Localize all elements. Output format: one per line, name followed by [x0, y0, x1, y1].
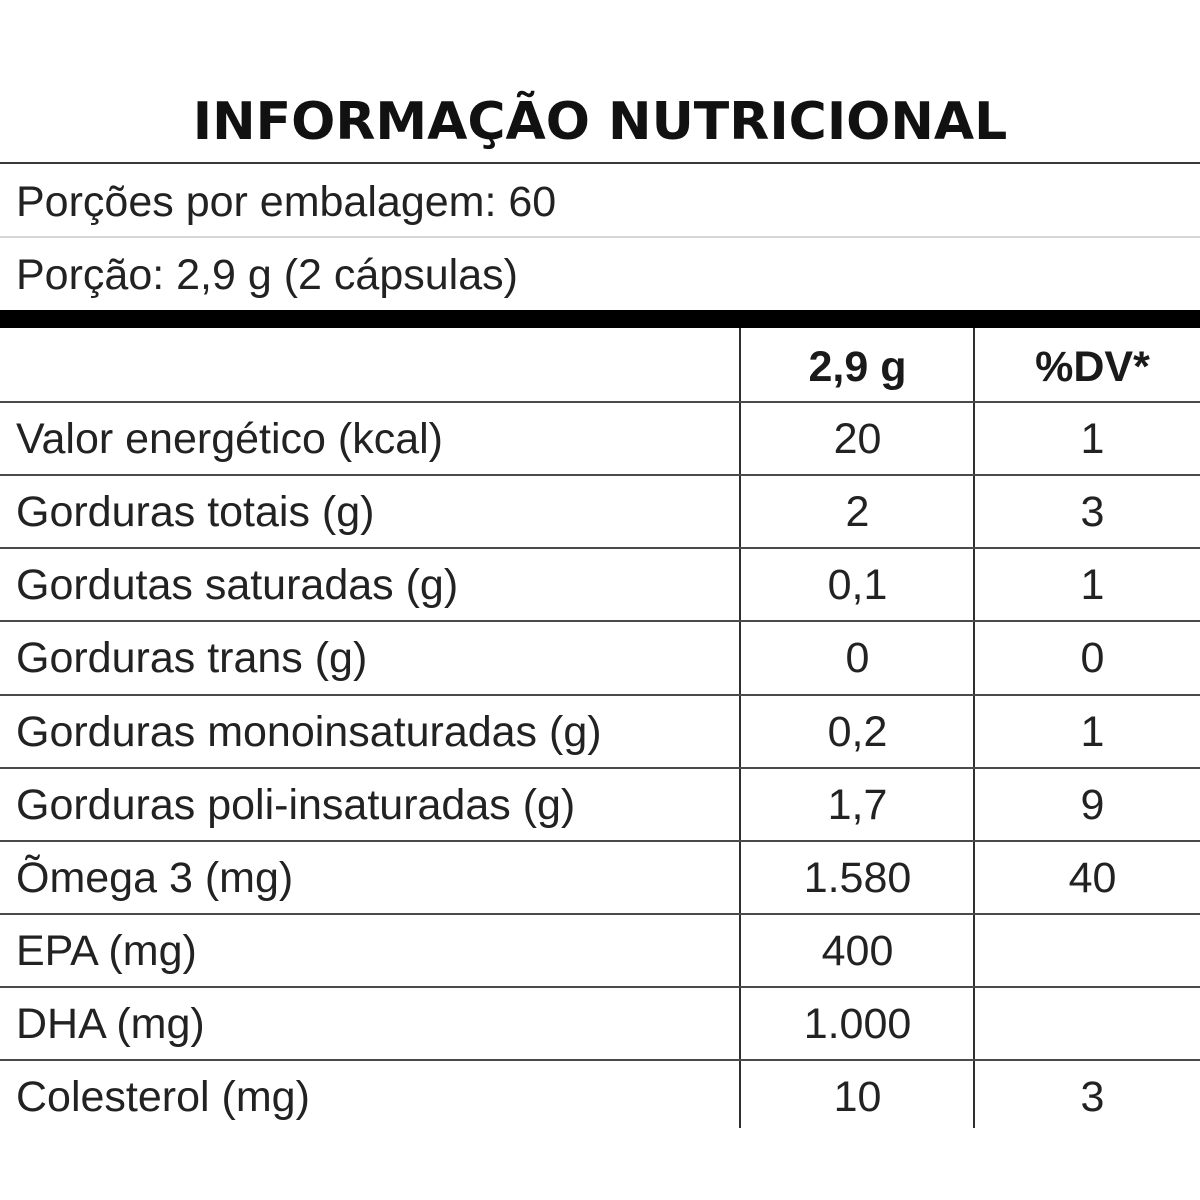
thick-divider	[0, 310, 1200, 328]
nutrient-label: Colesterol (mg)	[16, 1073, 310, 1121]
nutrient-amount: 1.000	[803, 1000, 912, 1048]
divider	[0, 474, 1200, 476]
nutrient-dv: 1	[1080, 561, 1105, 609]
table-row: EPA (mg) 400	[0, 915, 1200, 987]
label-title: INFORMAÇÃO NUTRICIONAL	[192, 92, 1008, 152]
nutrient-label: Gorduras monoinsaturadas (g)	[16, 708, 602, 756]
table-row: Gorduras totais (g) 2 3	[0, 476, 1200, 548]
nutrient-label: Gordutas saturadas (g)	[16, 561, 459, 609]
divider	[0, 913, 1200, 915]
nutrient-dv: 1	[1080, 708, 1105, 756]
nutrient-dv: 3	[1080, 1073, 1105, 1121]
column-divider	[973, 328, 975, 1128]
table-row: Gorduras trans (g) 0 0	[0, 622, 1200, 694]
nutrient-label: Õmega 3 (mg)	[16, 854, 294, 902]
divider	[0, 401, 1200, 403]
nutrient-dv	[975, 988, 1200, 1060]
nutrient-amount: 20	[833, 415, 882, 463]
table-row: Gorduras poli-insaturadas (g) 1,7 9	[0, 769, 1200, 841]
column-header-dv: %DV*	[1035, 343, 1150, 391]
divider	[0, 620, 1200, 622]
divider	[0, 236, 1200, 238]
divider	[0, 1059, 1200, 1061]
divider	[0, 547, 1200, 549]
nutrient-dv: 0	[1080, 634, 1105, 682]
servings-per-package: Porções por embalagem: 60	[16, 178, 557, 226]
divider	[0, 694, 1200, 696]
column-divider	[739, 328, 741, 1128]
serving-size: Porção: 2,9 g (2 cápsulas)	[16, 251, 518, 299]
table-row: Colesterol (mg) 10 3	[0, 1061, 1200, 1133]
table-row: Gordutas saturadas (g) 0,1 1	[0, 549, 1200, 621]
nutrient-amount: 0,2	[827, 708, 888, 756]
table-row: Gorduras monoinsaturadas (g) 0,2 1	[0, 696, 1200, 768]
nutrient-amount: 0,1	[827, 561, 888, 609]
divider	[0, 986, 1200, 988]
nutrient-amount: 0	[845, 634, 870, 682]
nutrient-label: EPA (mg)	[16, 927, 197, 975]
nutrient-label: Gorduras poli-insaturadas (g)	[16, 781, 576, 829]
nutrient-dv: 1	[1080, 415, 1105, 463]
nutrient-label: Gorduras trans (g)	[16, 634, 368, 682]
nutrient-label: DHA (mg)	[16, 1000, 205, 1048]
nutrient-dv: 9	[1080, 781, 1105, 829]
divider	[0, 840, 1200, 842]
nutrient-label: Gorduras totais (g)	[16, 488, 375, 536]
divider	[0, 767, 1200, 769]
nutrient-amount: 10	[833, 1073, 882, 1121]
column-header-amount: 2,9 g	[808, 343, 907, 391]
divider	[0, 162, 1200, 164]
table-row: Õmega 3 (mg) 1.580 40	[0, 842, 1200, 914]
nutrient-amount: 1,7	[827, 781, 888, 829]
nutrient-label: Valor energético (kcal)	[16, 415, 443, 463]
nutrient-amount: 400	[821, 927, 894, 975]
nutrient-dv: 3	[1080, 488, 1105, 536]
nutrient-amount: 1.580	[803, 854, 912, 902]
nutrient-amount: 2	[845, 488, 870, 536]
nutrient-dv	[975, 915, 1200, 987]
table-row: Valor energético (kcal) 20 1	[0, 403, 1200, 475]
nutrient-dv: 40	[1068, 854, 1117, 902]
table-row: DHA (mg) 1.000	[0, 988, 1200, 1060]
